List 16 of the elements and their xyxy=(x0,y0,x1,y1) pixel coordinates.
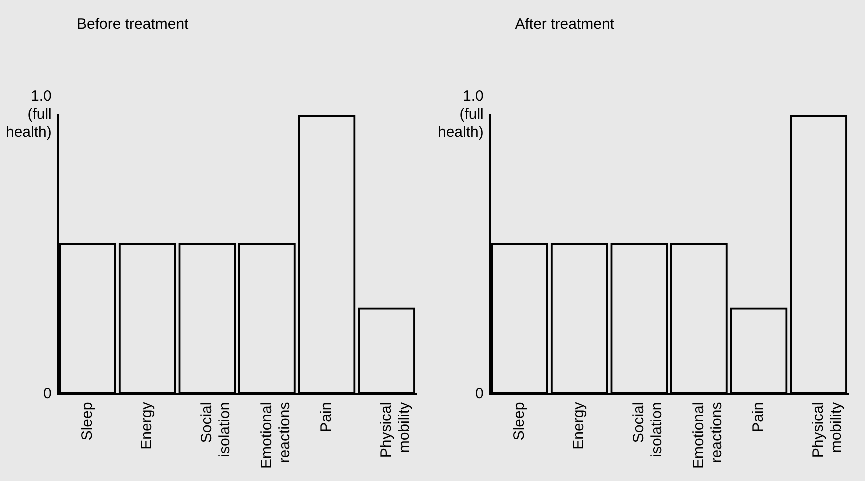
x-tick-label: Sleep xyxy=(78,402,96,441)
x-tick-label: Energy xyxy=(570,402,588,450)
x-tick-label: Social isolation xyxy=(630,402,666,458)
x-tick-label: Energy xyxy=(138,402,156,450)
chart-title: After treatment xyxy=(515,16,616,34)
y-tick-label: 1.0 (full health) xyxy=(438,88,484,142)
y-tick-label: 0 xyxy=(476,385,484,402)
y-tick-label: 0 xyxy=(44,385,52,402)
x-tick-label: Social isolation xyxy=(198,402,234,458)
x-tick-label: Pain xyxy=(318,402,336,432)
y-tick-label: 1.0 (full health) xyxy=(6,88,52,142)
chart-title: Before treatment xyxy=(76,16,190,34)
x-tick-label: Pain xyxy=(750,402,768,432)
x-tick-label: Physical mobility xyxy=(810,402,845,458)
x-tick-label: Sleep xyxy=(510,402,528,441)
x-tick-label: Physical mobility xyxy=(378,402,413,458)
